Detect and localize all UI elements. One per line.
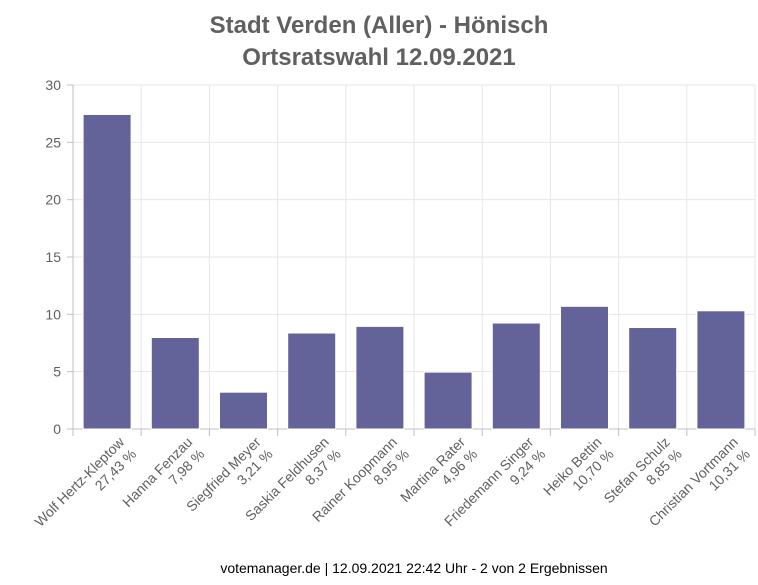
bar — [82, 113, 132, 430]
bar — [696, 310, 746, 430]
footer-text: votemanager.de | 12.09.2021 22:42 Uhr - … — [220, 560, 608, 576]
y-tick-label: 25 — [45, 134, 61, 150]
y-tick-label: 0 — [53, 421, 61, 437]
bar — [219, 391, 268, 430]
bar — [560, 305, 609, 430]
bar — [355, 325, 405, 430]
chart-subtitle: Ortsratswahl 12.09.2021 — [242, 44, 516, 71]
bar — [491, 322, 541, 430]
y-tick-label: 5 — [53, 364, 61, 380]
bar — [150, 336, 200, 430]
y-tick-label: 15 — [45, 249, 61, 265]
chart-title: Stadt Verden (Aller) - Hönisch — [209, 12, 549, 39]
y-tick-label: 10 — [45, 306, 61, 322]
bar — [628, 327, 678, 430]
y-tick-label: 20 — [45, 192, 61, 208]
y-tick-label: 30 — [45, 77, 61, 93]
bar — [287, 332, 337, 430]
bar — [423, 371, 473, 430]
